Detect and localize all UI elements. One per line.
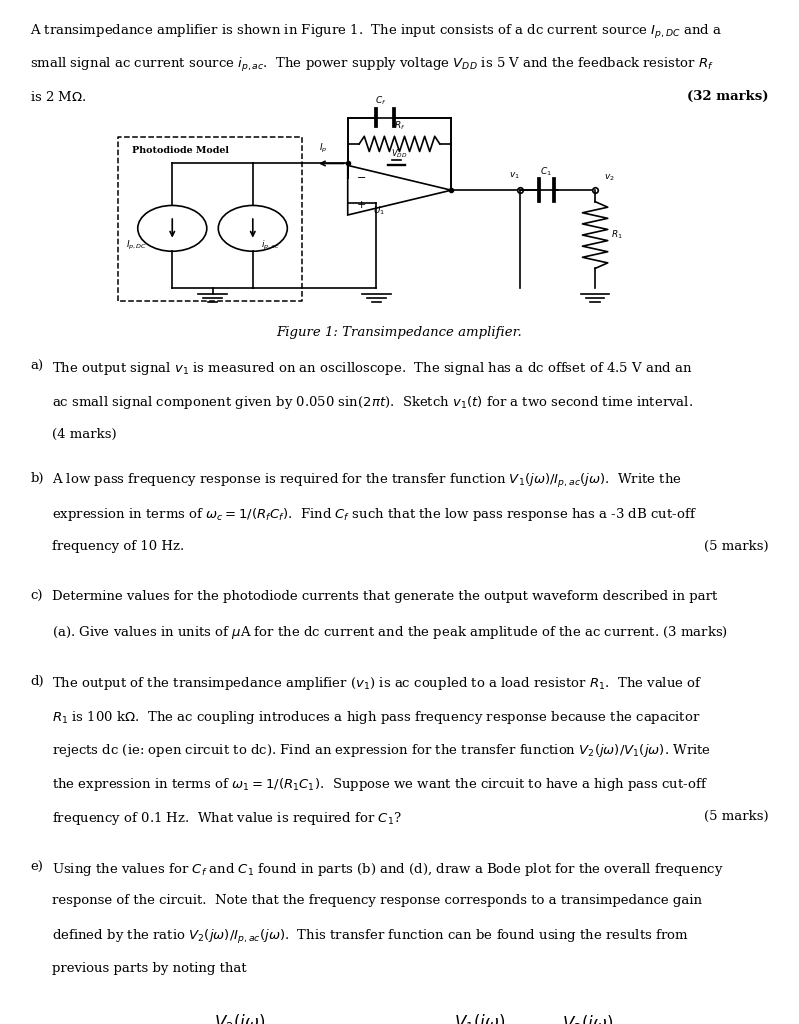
Text: $v_2$: $v_2$ [604,172,614,182]
Text: the expression in terms of $\omega_1 = 1/(R_1 C_1)$.  Suppose we want the circui: the expression in terms of $\omega_1 = 1… [52,776,708,794]
Text: e): e) [30,860,43,873]
Text: d): d) [30,675,44,688]
Text: (a). Give values in units of $\mu$A for the dc current and the peak amplitude of: (a). Give values in units of $\mu$A for … [52,624,728,641]
Text: rejects dc (ie: open circuit to dc). Find an expression for the transfer functio: rejects dc (ie: open circuit to dc). Fin… [52,742,711,760]
Text: b): b) [30,472,44,485]
Text: $I_p$: $I_p$ [319,142,328,155]
Text: (5 marks): (5 marks) [704,810,769,823]
Text: $+$: $+$ [356,199,366,210]
Text: previous parts by noting that: previous parts by noting that [52,962,247,975]
Text: $\dfrac{V_2(j\omega)}{V_1(j\omega)}$$.$: $\dfrac{V_2(j\omega)}{V_1(j\omega)}$$.$ [562,1014,621,1024]
Text: $-$: $-$ [356,171,366,181]
Text: A low pass frequency response is required for the transfer function $V_1(j\omega: A low pass frequency response is require… [52,472,682,489]
Text: $C_1$: $C_1$ [540,166,552,178]
Text: Photodiode Model: Photodiode Model [132,146,229,156]
Text: The output signal $v_1$ is measured on an oscilloscope.  The signal has a dc off: The output signal $v_1$ is measured on a… [52,360,693,378]
Text: (4 marks): (4 marks) [52,428,117,441]
Text: a): a) [30,360,43,374]
Text: $R_f$: $R_f$ [394,119,405,132]
Text: Figure 1: Transimpedance amplifier.: Figure 1: Transimpedance amplifier. [276,326,523,339]
Text: defined by the ratio $V_2(j\omega)/I_{p,ac}(j\omega)$.  This transfer function c: defined by the ratio $V_2(j\omega)/I_{p,… [52,928,689,946]
Text: response of the circuit.  Note that the frequency response corresponds to a tran: response of the circuit. Note that the f… [52,894,702,907]
Text: (32 marks): (32 marks) [687,90,769,103]
Text: is 2 M$\Omega$.: is 2 M$\Omega$. [30,90,87,104]
Text: $U_1$: $U_1$ [373,205,385,217]
Text: $V_{DD}$: $V_{DD}$ [391,147,407,160]
Text: The output of the transimpedance amplifier ($v_1$) is ac coupled to a load resis: The output of the transimpedance amplifi… [52,675,702,692]
Text: $\dfrac{V_1(j\omega)}{I_{p,ac}(j\omega)}$: $\dfrac{V_1(j\omega)}{I_{p,ac}(j\omega)}… [447,1013,512,1024]
Text: Using the values for $C_f$ and $C_1$ found in parts (b) and (d), draw a Bode plo: Using the values for $C_f$ and $C_1$ fou… [52,860,723,878]
Text: frequency of 10 Hz.: frequency of 10 Hz. [52,540,185,553]
Text: ac small signal component given by 0.050 sin($2\pi t$).  Sketch $v_1(t)$ for a t: ac small signal component given by 0.050… [52,394,693,412]
Text: $i_{p,ac}$: $i_{p,ac}$ [261,239,280,252]
Text: $\dfrac{V_2(j\omega)}{I_{p,ac}(j\omega)}$: $\dfrac{V_2(j\omega)}{I_{p,ac}(j\omega)}… [207,1013,272,1024]
Text: $C_f$: $C_f$ [375,94,386,106]
Text: c): c) [30,590,43,603]
Text: A transimpedance amplifier is shown in Figure 1.  The input consists of a dc cur: A transimpedance amplifier is shown in F… [30,23,722,41]
Text: frequency of 0.1 Hz.  What value is required for $C_1$?: frequency of 0.1 Hz. What value is requi… [52,810,402,827]
Text: $v_1$: $v_1$ [509,170,520,180]
Text: expression in terms of $\omega_c = 1/(R_f C_f)$.  Find $C_f$ such that the low p: expression in terms of $\omega_c = 1/(R_… [52,506,697,523]
Text: small signal ac current source $i_{p,ac}$.  The power supply voltage $V_{DD}$ is: small signal ac current source $i_{p,ac}… [30,56,714,75]
Text: $R_1$: $R_1$ [611,228,623,242]
Text: $R_1$ is 100 k$\Omega$.  The ac coupling introduces a high pass frequency respon: $R_1$ is 100 k$\Omega$. The ac coupling … [52,709,701,726]
Text: Determine values for the photodiode currents that generate the output waveform d: Determine values for the photodiode curr… [52,590,718,603]
Text: (5 marks): (5 marks) [704,540,769,553]
Text: $I_{p,DC}$: $I_{p,DC}$ [126,239,147,252]
